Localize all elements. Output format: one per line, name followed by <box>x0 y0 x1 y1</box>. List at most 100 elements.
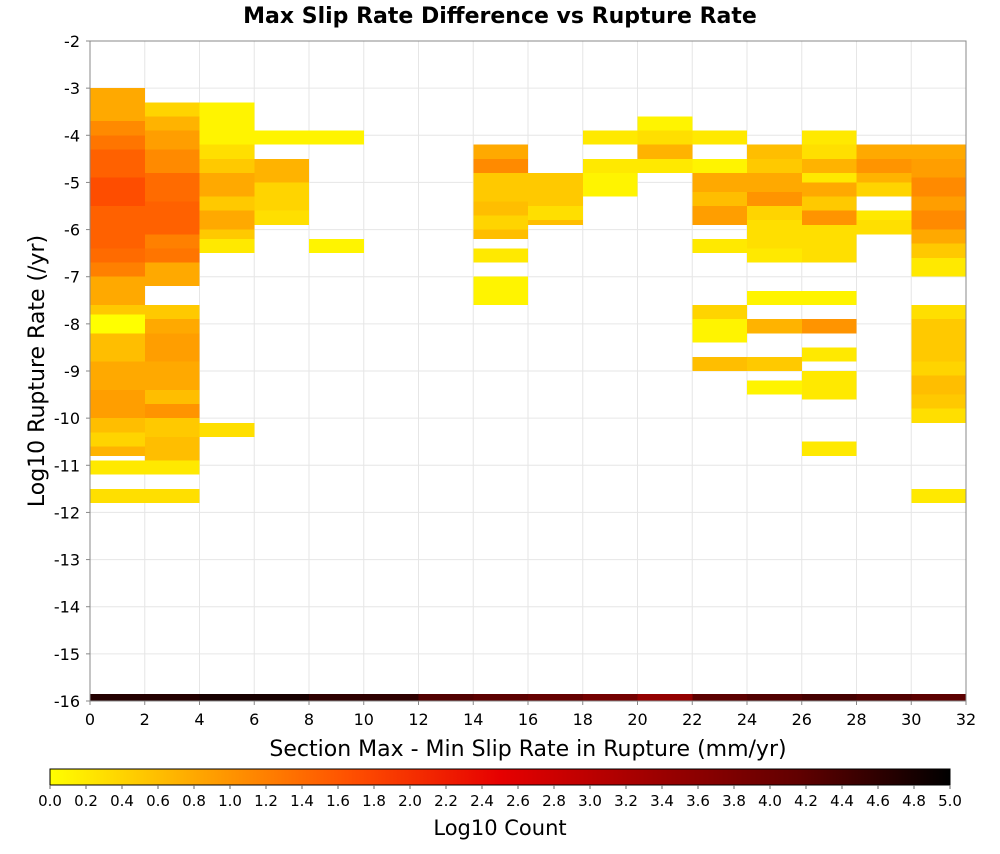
heatmap-cell-bottom <box>254 693 309 701</box>
heatmap-cell <box>199 144 255 159</box>
heatmap-cell <box>254 130 309 145</box>
heatmap-cell <box>309 239 364 254</box>
heatmap-cell <box>582 173 638 197</box>
heatmap-cell-bottom <box>473 693 528 701</box>
heatmap-cell <box>801 210 857 225</box>
heatmap-cell <box>637 116 693 131</box>
colorbar-tick-label: 3.8 <box>722 792 746 810</box>
y-tick-label: -7 <box>64 268 80 287</box>
x-tick-label: 20 <box>627 710 647 729</box>
heatmap-cell <box>801 347 857 362</box>
heatmap-cell <box>144 488 200 503</box>
y-tick-label: -4 <box>64 126 80 145</box>
heatmap-cell <box>692 206 747 225</box>
y-tick-label: -8 <box>64 315 80 334</box>
colorbar-tick-label: 3.0 <box>578 792 602 810</box>
heatmap-cell <box>637 144 693 159</box>
colorbar-tick-label: 4.2 <box>794 792 818 810</box>
heatmap-cell <box>801 371 857 400</box>
y-tick-label: -5 <box>64 173 80 192</box>
heatmap-cell <box>254 158 309 183</box>
heatmap-cell <box>199 229 255 239</box>
heatmap-cell <box>747 319 802 334</box>
heatmap-cell <box>144 149 200 173</box>
colorbar-tick-label: 0.6 <box>146 792 170 810</box>
heatmap-cell <box>473 144 528 159</box>
y-tick-label: -2 <box>64 32 80 51</box>
heatmap-cell <box>254 210 309 225</box>
heatmap-cell-bottom <box>90 693 145 701</box>
heatmap-cell <box>199 158 255 173</box>
x-tick-label: 28 <box>846 710 866 729</box>
heatmap-cell <box>90 314 145 334</box>
heatmap-cell-bottom <box>363 693 419 701</box>
heatmap-cell <box>911 177 966 197</box>
heatmap-cell <box>90 262 145 277</box>
colorbar-tick-label: 0.8 <box>182 792 206 810</box>
heatmap-cell <box>747 380 802 395</box>
heatmap-cell <box>473 173 528 202</box>
heatmap-cell <box>90 432 145 447</box>
heatmap-cell <box>801 224 857 263</box>
heatmap-cell <box>199 196 255 211</box>
colorbar-tick-label: 1.0 <box>218 792 242 810</box>
heatmap-cell <box>692 158 747 173</box>
heatmap-cell <box>747 173 802 192</box>
y-tick-label: -10 <box>54 409 80 428</box>
x-tick-label: 16 <box>518 710 538 729</box>
heatmap-cell <box>801 182 857 197</box>
heatmap-cell <box>90 177 145 206</box>
heatmap-cell <box>911 229 966 244</box>
heatmap-cell <box>144 361 200 390</box>
heatmap-cell <box>90 333 145 362</box>
heatmap-cell <box>637 130 693 145</box>
heatmap-cell <box>90 206 145 249</box>
colorbar-tick-label: 5.0 <box>938 792 962 810</box>
heatmap-cell <box>144 437 200 461</box>
heatmap-cell <box>254 182 309 211</box>
heatmap-cell <box>528 220 583 225</box>
colorbar-tick-label: 2.0 <box>398 792 422 810</box>
heatmap-cell <box>473 201 528 216</box>
heatmap-cell <box>582 130 638 145</box>
colorbar-tick-label: 0.0 <box>38 792 62 810</box>
y-axis-ticks: -2 -3 -4 -5 -6 -7 -8 -9 -10 -11 -12 -13 -14 -15 -16 <box>54 32 90 711</box>
y-tick-label: -12 <box>54 503 80 522</box>
heatmap-cell <box>637 158 693 173</box>
heatmap-cell <box>90 276 145 305</box>
heatmap-cell-bottom <box>528 693 583 701</box>
colorbar-tick-label: 0.2 <box>74 792 98 810</box>
heatmap-cell <box>473 248 528 263</box>
heatmap-cell <box>144 102 200 117</box>
heatmap-cell <box>144 116 200 131</box>
heatmap-cell <box>90 460 145 475</box>
colorbar-label: Log10 Count <box>433 816 566 840</box>
x-tick-label: 18 <box>573 710 593 729</box>
heatmap-cell <box>856 158 912 173</box>
x-tick-label: 26 <box>792 710 812 729</box>
x-tick-label: 12 <box>408 710 428 729</box>
heatmap-cell <box>473 215 528 230</box>
colorbar-tick-label: 1.4 <box>290 792 314 810</box>
heatmap-cell <box>692 130 747 145</box>
heatmap-cell <box>911 257 966 277</box>
x-axis-ticks: 0 2 4 6 8 10 12 14 16 18 20 22 24 26 28 30 32 <box>85 701 976 729</box>
heatmap-cell <box>747 356 802 371</box>
heatmap-cell <box>144 319 200 334</box>
heatmap-cell <box>801 144 857 159</box>
heatmap-cell <box>144 201 200 235</box>
y-tick-label: -14 <box>54 598 80 617</box>
heatmap-cell <box>747 248 802 263</box>
heatmap-cell <box>528 206 583 221</box>
x-tick-label: 32 <box>956 710 976 729</box>
heatmap-cell <box>90 135 145 150</box>
heatmap-cell <box>144 333 200 362</box>
colorbar-tick-label: 2.4 <box>470 792 494 810</box>
heatmap-cell <box>473 276 528 305</box>
colorbar <box>49 768 951 786</box>
heatmap-cell <box>199 422 255 437</box>
heatmap-cell <box>692 173 747 192</box>
heatmap-cell <box>801 319 857 334</box>
heatmap-cell <box>911 305 966 320</box>
